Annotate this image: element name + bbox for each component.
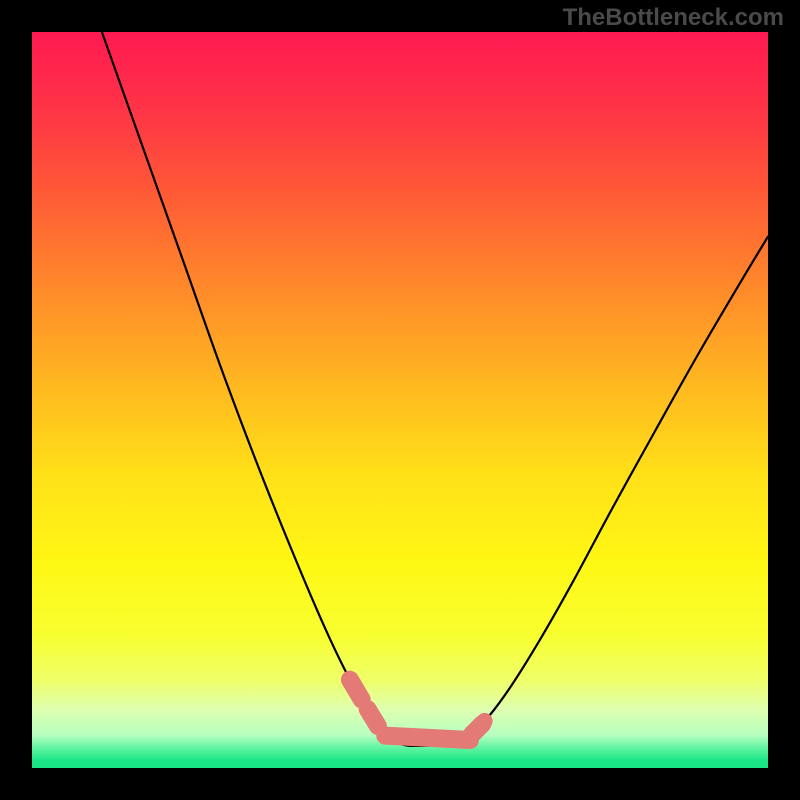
marker-segment	[350, 680, 362, 700]
marker-segment	[368, 709, 378, 726]
marker-dot	[477, 713, 493, 729]
plot-area	[32, 32, 768, 768]
chart-svg	[32, 32, 768, 768]
watermark-text: TheBottleneck.com	[563, 4, 784, 32]
marker-segment	[385, 736, 470, 740]
gradient-background	[32, 32, 768, 768]
chart-frame: TheBottleneck.com	[0, 0, 800, 800]
